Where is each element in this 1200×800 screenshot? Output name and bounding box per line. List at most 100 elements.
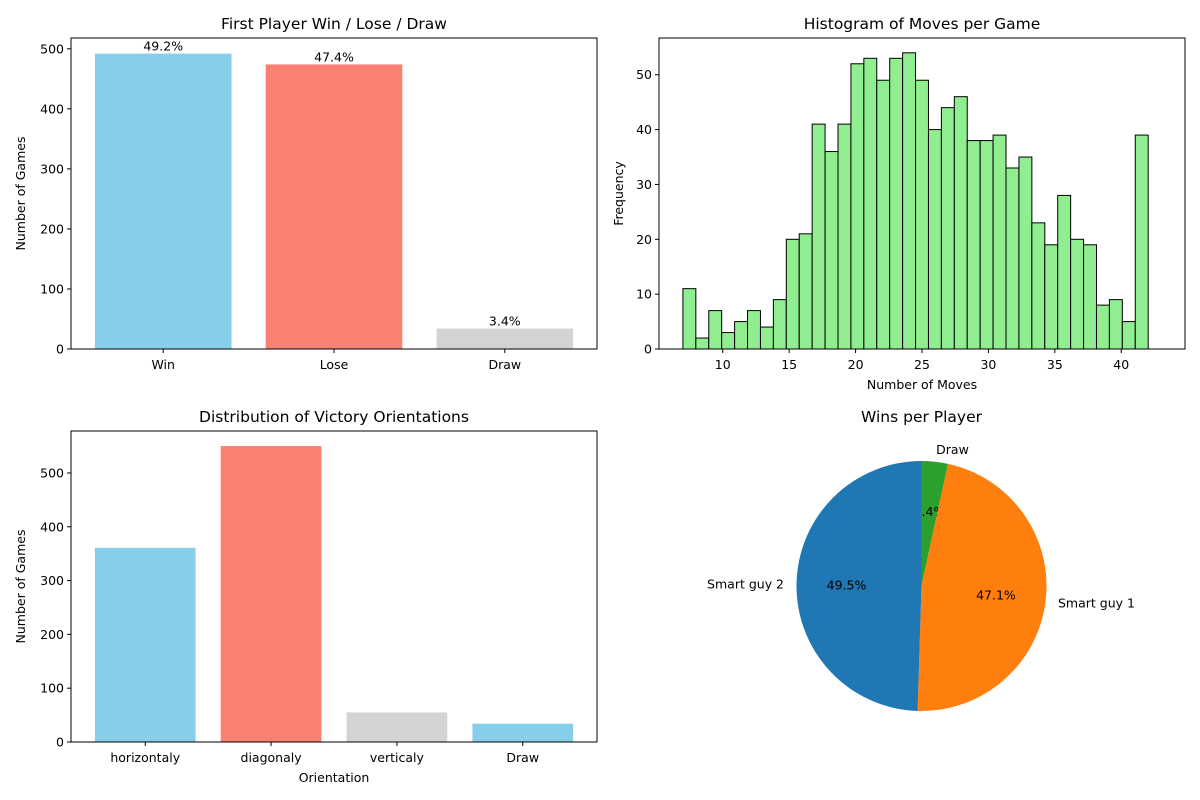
- x-tick-label: 15: [781, 357, 797, 372]
- y-tick-label: 40: [636, 122, 652, 137]
- y-tick-label: 0: [56, 735, 64, 750]
- x-tick-label: 10: [715, 357, 731, 372]
- x-tick-label: 35: [1047, 357, 1063, 372]
- y-tick-label: 100: [40, 281, 64, 296]
- axes-frame: [70, 430, 598, 743]
- hist-bar: [902, 52, 917, 350]
- chart-2: 0 10 20 30 40 50 10 15 20 25 30 35 40 Histogram of Mo…: [611, 15, 1186, 392]
- y-tick-label: 200: [40, 221, 64, 236]
- axes-frame: [658, 37, 1186, 350]
- hist-bar: [1031, 222, 1046, 350]
- y-tick-label: 200: [40, 627, 64, 642]
- x-tick-label: 20: [848, 357, 864, 372]
- hist-bar: [889, 57, 904, 350]
- hist-bar: [1070, 238, 1085, 350]
- y-tick-label: 30: [636, 177, 652, 192]
- hist-bar: [927, 129, 942, 350]
- hist-bar: [1095, 304, 1110, 350]
- pie-pct-label: 49.5%: [827, 577, 867, 592]
- x-tick-label: Draw: [506, 750, 539, 765]
- pie-label: Draw: [936, 442, 969, 457]
- y-tick-label: 400: [40, 101, 64, 116]
- pie-pct-label: 47.1%: [976, 588, 1016, 603]
- hist-bar: [759, 326, 774, 350]
- hist-bar: [1108, 299, 1123, 350]
- y-tick-label: 400: [40, 519, 64, 534]
- y-tick-label: 500: [40, 465, 64, 480]
- hist-bar: [721, 332, 736, 350]
- hist-bar: [1044, 244, 1059, 350]
- pie-slice-smart-guy-2: [796, 461, 922, 711]
- hist-bar: [1005, 167, 1020, 350]
- data-label: 3.4%: [489, 314, 521, 329]
- hist-bar: [708, 310, 723, 350]
- pie-slice-draw: [921, 461, 949, 586]
- hist-bar: [824, 151, 839, 350]
- bar-horizontaly: [94, 547, 196, 742]
- hist-bar: [1134, 134, 1149, 350]
- chart-title: Wins per Player: [861, 408, 983, 426]
- hist-bar: [798, 233, 813, 350]
- hist-bar: [863, 57, 878, 350]
- hist-bar: [915, 79, 929, 350]
- x-tick-label: Win: [151, 357, 174, 372]
- x-tick-label: Draw: [488, 357, 521, 372]
- pie-label: Smart guy 2: [707, 576, 784, 591]
- hist-bar: [1083, 244, 1097, 350]
- pie-label: Smart guy 1: [1058, 595, 1135, 610]
- y-tick-label: 500: [40, 41, 64, 56]
- bar-lose: [265, 64, 403, 349]
- bar-draw: [436, 328, 574, 349]
- hist-bar: [850, 63, 865, 350]
- chart-title: Histogram of Moves per Game: [804, 15, 1041, 33]
- x-tick-label: 25: [914, 357, 930, 372]
- y-tick-label: 20: [636, 232, 652, 247]
- hist-bar: [940, 107, 955, 350]
- x-tick-label: Lose: [320, 357, 349, 372]
- x-tick-label: horizontaly: [110, 750, 180, 765]
- hist-bar: [1121, 321, 1136, 350]
- data-label: 47.4%: [314, 49, 354, 64]
- hist-bar: [734, 321, 749, 350]
- hist-bar: [811, 123, 826, 350]
- bar-win: [94, 53, 232, 349]
- pie-slice-smart-guy-1: [917, 463, 1047, 711]
- hist-bar: [966, 140, 981, 350]
- y-tick-label: 0: [56, 342, 64, 357]
- hist-bar: [979, 140, 994, 350]
- hist-bar: [682, 288, 697, 350]
- y-axis-label: Frequency: [611, 161, 626, 226]
- y-tick-label: 300: [40, 161, 64, 176]
- hist-bar: [1018, 156, 1033, 350]
- y-tick-label: 300: [40, 573, 64, 588]
- hist-bar: [1057, 194, 1072, 350]
- bar-diagonaly: [220, 446, 322, 742]
- x-tick-label: diagonaly: [241, 750, 303, 765]
- data-label: 49.2%: [143, 39, 183, 54]
- x-tick-label: 30: [980, 357, 996, 372]
- chart-title: Distribution of Victory Orientations: [199, 408, 469, 426]
- y-tick-label: 100: [40, 681, 64, 696]
- x-axis-label: Orientation: [299, 770, 370, 785]
- x-tick-label: verticaly: [370, 750, 425, 765]
- bar-verticaly: [346, 712, 448, 742]
- chart-1: 0 100 200 300 400 500 Win 49.2% Lose 47.4% Draw 3.4…: [13, 15, 598, 372]
- hist-bar: [747, 310, 761, 350]
- x-tick-label: 40: [1113, 357, 1129, 372]
- hist-bar: [695, 337, 710, 350]
- hist-bar: [992, 134, 1007, 350]
- chart-3: 0 100 200 300 400 500 horizontaly diagonaly vert…: [13, 408, 598, 785]
- y-tick-label: 0: [644, 342, 652, 357]
- hist-bar: [953, 96, 968, 350]
- bar-draw: [472, 723, 574, 742]
- y-tick-label: 50: [636, 67, 652, 82]
- axes-frame: [70, 37, 598, 350]
- y-axis-label: Number of Games: [13, 530, 28, 644]
- y-axis-label: Number of Games: [13, 137, 28, 251]
- hist-bar: [876, 79, 891, 350]
- hist-bar: [837, 123, 852, 350]
- x-axis-label: Number of Moves: [867, 377, 977, 392]
- hist-bar: [785, 238, 800, 350]
